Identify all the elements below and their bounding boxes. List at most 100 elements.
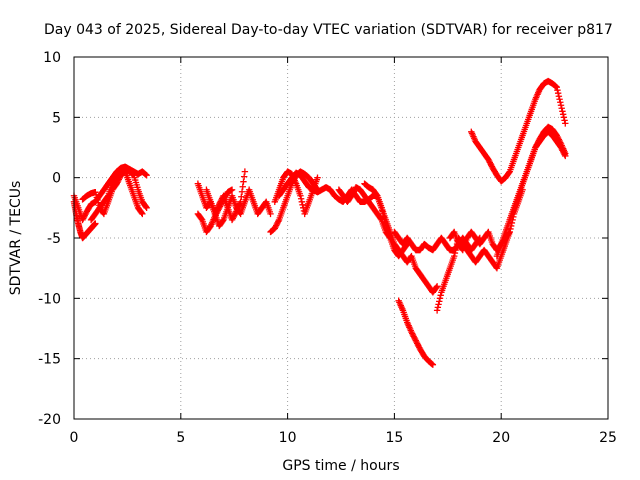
- data-point: [349, 191, 356, 198]
- data-point: [487, 160, 494, 167]
- data-point: [414, 341, 422, 348]
- data-point: [238, 188, 246, 195]
- data-point: [348, 192, 355, 199]
- x-tick-label: 5: [176, 430, 185, 446]
- data-point: [555, 93, 563, 100]
- y-tick-label: -5: [47, 231, 61, 247]
- y-tick-label: -20: [38, 412, 61, 428]
- data-point: [505, 229, 513, 237]
- data-point: [505, 169, 513, 176]
- data-point: [116, 174, 123, 182]
- data-point: [297, 195, 305, 202]
- data-point: [218, 200, 225, 207]
- data-point: [139, 210, 146, 218]
- data-point: [213, 208, 221, 216]
- data-point: [314, 174, 321, 181]
- series-arc-19: [506, 128, 569, 224]
- data-point: [271, 225, 278, 232]
- data-point: [238, 193, 245, 200]
- chart-title: Day 043 of 2025, Sidereal Day-to-day VTE…: [44, 22, 613, 38]
- data-point: [273, 220, 281, 228]
- data-point: [433, 307, 441, 314]
- data-point: [237, 198, 244, 205]
- data-point: [559, 108, 566, 115]
- data-point: [560, 114, 568, 121]
- data-point: [231, 211, 239, 218]
- data-point: [411, 335, 419, 343]
- data-point: [104, 193, 111, 200]
- x-tick-label: 15: [385, 430, 403, 446]
- data-point: [232, 209, 239, 217]
- y-tick-label: 10: [43, 50, 61, 66]
- data-point: [435, 301, 442, 308]
- data-point: [437, 292, 444, 299]
- data-point: [240, 178, 247, 185]
- x-tick-labels: 0 5 10 15 20 25: [70, 430, 617, 446]
- data-point: [143, 204, 150, 212]
- data-point: [272, 223, 279, 231]
- data-point: [452, 246, 459, 254]
- data-point: [298, 198, 306, 205]
- data-point: [212, 211, 219, 219]
- series-arc-16: [446, 186, 526, 254]
- x-tick-label: 0: [70, 430, 79, 446]
- y-tick-labels: 10 5 0 -5 -10 -15 -20: [38, 50, 61, 428]
- series-arc-12: [361, 180, 441, 296]
- data-point: [488, 161, 495, 169]
- data-point: [219, 217, 227, 225]
- data-point: [559, 148, 567, 155]
- data-point: [559, 147, 566, 154]
- data-point: [429, 361, 437, 368]
- data-point: [451, 252, 458, 260]
- data-point: [409, 330, 416, 337]
- data-point: [211, 213, 219, 220]
- data-point: [486, 159, 494, 166]
- series-arc-11: [335, 184, 394, 242]
- y-axis-label: SDTVAR / TECUs: [8, 181, 24, 296]
- data-point: [410, 333, 417, 340]
- data-point: [241, 168, 249, 175]
- data-point: [216, 203, 224, 210]
- y-tick-label: -10: [38, 291, 61, 307]
- series-arc-1: [70, 198, 99, 242]
- data-point: [557, 144, 565, 151]
- data-point: [561, 151, 568, 158]
- data-point: [413, 340, 421, 347]
- data-point: [415, 342, 422, 350]
- grid: [74, 57, 608, 419]
- data-point: [216, 204, 223, 212]
- data-point: [228, 186, 236, 193]
- data-point: [229, 215, 236, 222]
- data-point: [142, 203, 150, 211]
- data-point: [413, 338, 420, 346]
- data-point: [408, 328, 415, 336]
- data-point: [412, 337, 419, 344]
- data-point: [138, 209, 145, 217]
- data-point: [434, 304, 442, 311]
- data-point: [240, 173, 248, 180]
- data-point: [436, 298, 443, 305]
- data-point: [562, 152, 569, 160]
- data-point: [557, 99, 564, 106]
- data-points: [70, 77, 569, 368]
- data-point: [267, 210, 274, 218]
- y-tick-label: -15: [38, 352, 61, 368]
- data-point: [213, 210, 220, 217]
- data-point: [239, 183, 246, 190]
- data-point: [553, 83, 560, 91]
- data-point: [409, 331, 417, 339]
- series-arc-17: [468, 77, 569, 185]
- data-point: [554, 86, 561, 94]
- data-point: [92, 220, 99, 227]
- data-point: [230, 213, 237, 221]
- data-point: [80, 213, 88, 221]
- data-point: [558, 145, 565, 153]
- y-tick-label: 5: [52, 110, 61, 126]
- data-point: [231, 212, 238, 219]
- axis-ticks: [73, 56, 609, 420]
- data-point: [143, 172, 150, 179]
- data-point: [433, 284, 440, 291]
- data-point: [218, 199, 226, 206]
- data-point: [198, 215, 205, 223]
